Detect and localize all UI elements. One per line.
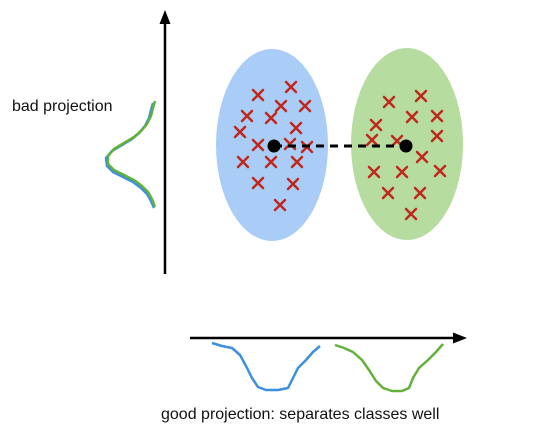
sample-x-marker: [404, 207, 418, 221]
sample-x-marker: [251, 88, 265, 102]
horizontal-axis-arrowhead: [453, 332, 467, 344]
sample-x-marker: [365, 133, 379, 147]
sample-x-marker: [430, 109, 444, 123]
sample-x-marker: [414, 89, 428, 103]
sample-x-marker: [367, 165, 381, 179]
bad-projection-label: bad projection: [12, 98, 113, 115]
good-projection-curve-blue: [211, 341, 321, 392]
bad-projection-curve-green: [106, 100, 157, 208]
sample-x-marker: [289, 121, 303, 135]
sample-x-marker: [395, 165, 409, 179]
vertical-axis-arrowhead: [159, 10, 171, 24]
sample-x-marker: [382, 95, 396, 109]
sample-x-marker: [264, 111, 278, 125]
sample-x-marker: [433, 164, 447, 178]
class-a-samples: [233, 80, 314, 212]
sample-x-marker: [264, 155, 278, 169]
sample-x-marker: [236, 155, 250, 169]
sample-x-marker: [284, 80, 298, 94]
sample-x-marker: [240, 109, 254, 123]
sample-x-marker: [274, 99, 288, 113]
sample-x-marker: [369, 118, 383, 132]
class-b-samples: [365, 89, 447, 221]
sample-x-marker: [413, 186, 427, 200]
sample-x-marker: [233, 125, 247, 139]
sample-x-marker: [251, 176, 265, 190]
good-projection-label: good projection: separates classes well: [161, 406, 440, 423]
sample-x-marker: [290, 155, 304, 169]
sample-x-marker: [273, 198, 287, 212]
sample-x-marker: [430, 129, 444, 143]
good-projection-curve-green: [334, 343, 444, 393]
sample-x-marker: [381, 186, 395, 200]
class-a-mean-marker: [267, 139, 281, 153]
sample-x-marker: [251, 138, 265, 152]
sample-x-marker: [405, 110, 419, 124]
sample-x-marker: [298, 99, 312, 113]
class-b-mean-marker: [399, 139, 413, 153]
sample-x-marker: [286, 177, 300, 191]
sample-x-marker: [415, 150, 429, 164]
